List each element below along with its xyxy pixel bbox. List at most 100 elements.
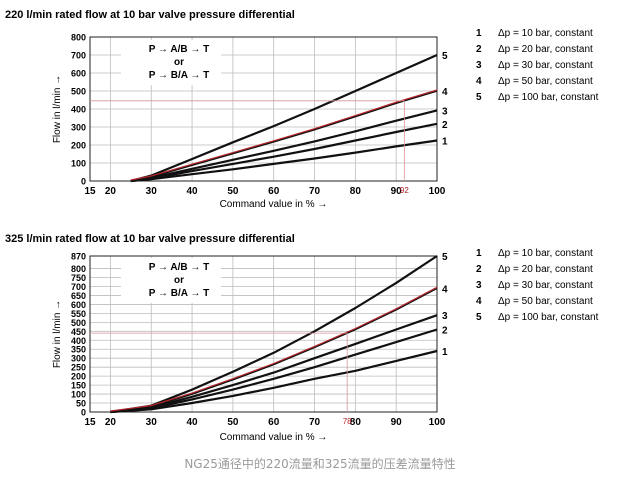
legend-number: 2 [476, 44, 482, 55]
series-end-label: 5 [442, 252, 448, 263]
x-tick-label: 20 [105, 417, 117, 428]
x-tick-label: 20 [105, 186, 117, 197]
series-end-label: 1 [442, 347, 448, 358]
marked-x-label: 78 [343, 417, 352, 426]
y-axis-label: Flow in l/min → [52, 300, 63, 368]
legend-label: Δp = 30 bar, constant [498, 280, 593, 291]
y-tick-label: 700 [71, 51, 86, 61]
chart-2: 325 l/min rated flow at 10 bar valve pre… [5, 233, 599, 443]
legend-label: Δp = 10 bar, constant [498, 28, 593, 39]
series-line-3 [130, 109, 438, 183]
flow-path-box [121, 258, 221, 303]
y-tick-label: 600 [71, 300, 86, 310]
flow-path-box [121, 40, 221, 85]
legend-number: 3 [476, 280, 482, 291]
series-line-4 [110, 287, 438, 413]
legend-number: 4 [476, 296, 482, 307]
series-line-1 [130, 139, 438, 183]
x-tick-label: 50 [227, 186, 239, 197]
y-tick-label: 500 [71, 318, 86, 328]
series-line-3 [110, 314, 438, 414]
legend-number: 3 [476, 60, 482, 71]
x-tick-label: 100 [429, 417, 446, 428]
y-tick-label: 0 [81, 408, 86, 418]
legend-label: Δp = 30 bar, constant [498, 60, 593, 71]
flow-path-text: P → A/B → T [149, 44, 210, 55]
y-tick-label: 100 [71, 159, 86, 169]
x-tick-label: 60 [268, 186, 280, 197]
figure-caption: NG25通径中的220流量和325流量的压差流量特性 [184, 457, 456, 471]
flow-path-text: P → A/B → T [149, 262, 210, 273]
y-tick-label: 150 [71, 381, 86, 391]
flow-path-text: P → B/A → T [149, 70, 210, 81]
y-tick-label: 350 [71, 345, 86, 355]
y-tick-label: 300 [71, 354, 86, 364]
series-line-5 [130, 53, 438, 183]
x-tick-label: 80 [350, 417, 362, 428]
legend-number: 4 [476, 76, 482, 87]
highlight-line [110, 286, 438, 412]
chart-1: 220 l/min rated flow at 10 bar valve pre… [5, 9, 599, 210]
x-axis-label: Command value in % → [220, 199, 328, 210]
series-end-label: 3 [442, 311, 448, 322]
x-tick-label: 70 [309, 417, 321, 428]
flow-path-text: P → B/A → T [149, 288, 210, 299]
legend-label: Δp = 10 bar, constant [498, 248, 593, 259]
series-end-label: 2 [442, 326, 448, 337]
y-tick-label: 100 [71, 390, 86, 400]
x-tick-label: 60 [268, 417, 280, 428]
series-end-label: 5 [442, 51, 448, 62]
y-tick-label: 250 [71, 363, 86, 373]
y-tick-label: 550 [71, 309, 86, 319]
legend-number: 1 [476, 28, 482, 39]
y-tick-label: 50 [76, 399, 86, 409]
y-tick-label: 500 [71, 87, 86, 97]
x-tick-label: 80 [350, 186, 362, 197]
legend-number: 5 [476, 312, 482, 323]
series-end-label: 4 [442, 87, 448, 98]
y-tick-label: 650 [71, 291, 86, 301]
chart-title: 325 l/min rated flow at 10 bar valve pre… [5, 233, 295, 245]
legend-number: 2 [476, 264, 482, 275]
legend-number: 1 [476, 248, 482, 259]
x-tick-label: 15 [84, 186, 96, 197]
plot-frame [89, 255, 438, 413]
series-line-2 [110, 328, 438, 414]
x-tick-label: 30 [146, 417, 158, 428]
series-line-4 [130, 90, 438, 182]
highlight-line [130, 89, 438, 181]
y-tick-label: 870 [71, 252, 86, 262]
legend-label: Δp = 100 bar, constant [498, 312, 599, 323]
series-line-5 [110, 255, 438, 414]
x-tick-label: 70 [309, 186, 321, 197]
y-tick-label: 800 [71, 33, 86, 43]
y-tick-label: 800 [71, 264, 86, 274]
y-tick-label: 700 [71, 282, 86, 292]
marked-x-label: 92 [400, 186, 409, 195]
series-line-2 [130, 122, 438, 183]
y-axis-label: Flow in l/min → [52, 75, 63, 143]
x-axis-label: Command value in % → [220, 432, 328, 443]
y-tick-label: 200 [71, 372, 86, 382]
plot-frame [89, 36, 438, 182]
y-tick-label: 400 [71, 105, 86, 115]
legend-label: Δp = 100 bar, constant [498, 92, 599, 103]
legend-label: Δp = 20 bar, constant [498, 44, 593, 55]
legend-label: Δp = 20 bar, constant [498, 264, 593, 275]
y-tick-label: 450 [71, 327, 86, 337]
x-tick-label: 40 [186, 417, 198, 428]
y-tick-label: 400 [71, 336, 86, 346]
series-end-label: 1 [442, 137, 448, 148]
flow-path-text: or [174, 275, 184, 286]
x-tick-label: 50 [227, 417, 239, 428]
series-end-label: 2 [442, 120, 448, 131]
x-tick-label: 30 [146, 186, 158, 197]
x-tick-label: 90 [391, 186, 403, 197]
x-tick-label: 15 [84, 417, 96, 428]
x-tick-label: 40 [186, 186, 198, 197]
series-line-1 [110, 349, 438, 414]
series-end-label: 4 [442, 284, 448, 295]
flow-path-text: or [174, 57, 184, 68]
y-tick-label: 600 [71, 69, 86, 79]
chart-title: 220 l/min rated flow at 10 bar valve pre… [5, 9, 295, 21]
